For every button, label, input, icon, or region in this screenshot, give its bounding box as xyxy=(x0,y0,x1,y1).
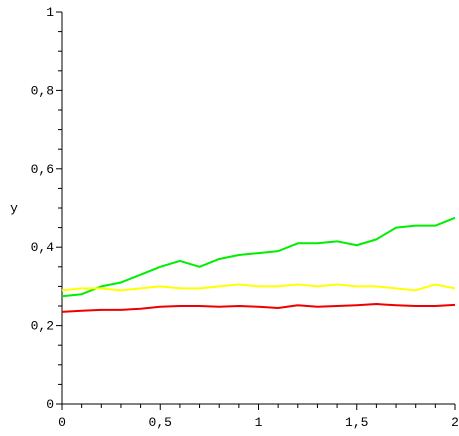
x-tick-label: 2 xyxy=(451,415,459,430)
y-tick-label: 1 xyxy=(46,5,54,20)
axes xyxy=(56,11,456,410)
x-tick-label: 1,5 xyxy=(345,415,368,430)
y-tick-label: 0,4 xyxy=(31,240,55,255)
x-tick-label: 0 xyxy=(58,415,66,430)
series-layer xyxy=(61,216,456,313)
labels: 0 0,2 0,4 0,6 0,8 1 0 0,5 1 1,5 2 y xyxy=(10,5,459,430)
y-axis-label: y xyxy=(10,201,18,216)
x-tick-label: 0,5 xyxy=(149,415,172,430)
x-tick-label: 1 xyxy=(255,415,263,430)
series-line-1 xyxy=(61,216,456,298)
y-tick-label: 0 xyxy=(46,397,54,412)
y-tick-label: 0,6 xyxy=(31,162,54,177)
y-tick-label: 0,2 xyxy=(31,319,54,334)
series-line-2 xyxy=(61,283,456,292)
series-line-3 xyxy=(61,303,456,313)
y-tick-label: 0,8 xyxy=(31,83,54,98)
